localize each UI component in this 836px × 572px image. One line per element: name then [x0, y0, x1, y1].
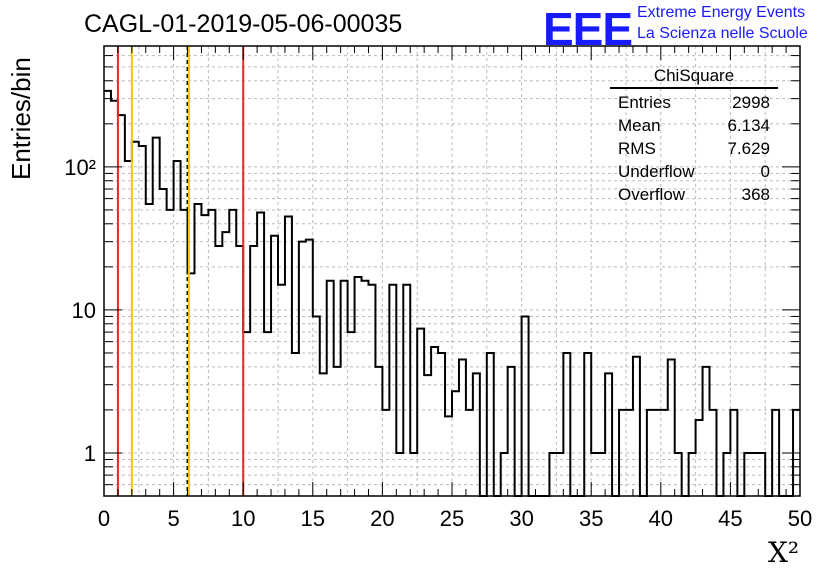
stats-row-rms: RMS 7.629: [610, 137, 778, 160]
stats-label: Entries: [618, 93, 671, 112]
x-axis-label: X²: [768, 536, 800, 569]
logo-line-2: La Scienza nelle Scuole: [637, 25, 808, 42]
stats-value: 0: [760, 162, 770, 181]
y-axis-label: Entries/bin: [6, 57, 36, 180]
histogram-line: [104, 89, 800, 497]
x-tick-label: 50: [788, 506, 812, 531]
x-tick-label: 40: [649, 506, 673, 531]
x-tick-label: 10: [231, 506, 255, 531]
stats-row-entries: Entries 2998: [610, 91, 778, 114]
stats-label: Overflow: [618, 185, 686, 204]
eee-logo: EEE: [543, 3, 633, 55]
stats-value: 7.629: [727, 139, 770, 158]
x-tick-label: 25: [440, 506, 464, 531]
y-tick-label: 1: [84, 441, 96, 466]
x-tick-label: 20: [370, 506, 394, 531]
stats-value: 6.134: [727, 116, 770, 135]
stats-row-mean: Mean 6.134: [610, 114, 778, 137]
stats-row-underflow: Underflow 0: [610, 160, 778, 183]
logo-line-1: Extreme Energy Events: [637, 4, 806, 21]
x-tick-label: 35: [579, 506, 603, 531]
stats-value: 2998: [732, 93, 770, 112]
x-tick-label: 0: [98, 506, 110, 531]
y-tick-label: 10²: [64, 155, 96, 180]
y-tick-label: 10: [72, 298, 96, 323]
stats-label: Mean: [618, 116, 661, 135]
x-tick-label: 15: [301, 506, 325, 531]
plot-title: CAGL-01-2019-05-06-00035: [84, 10, 403, 38]
stats-label: Underflow: [618, 162, 695, 181]
stats-title: ChiSquare: [610, 66, 778, 89]
x-tick-label: 45: [718, 506, 742, 531]
stats-value: 368: [741, 185, 770, 204]
stats-row-overflow: Overflow 368: [610, 183, 778, 206]
stats-box: ChiSquare Entries 2998 Mean 6.134 RMS 7.…: [610, 66, 778, 206]
x-tick-label: 30: [509, 506, 533, 531]
stats-label: RMS: [618, 139, 656, 158]
x-tick-label: 5: [167, 506, 179, 531]
